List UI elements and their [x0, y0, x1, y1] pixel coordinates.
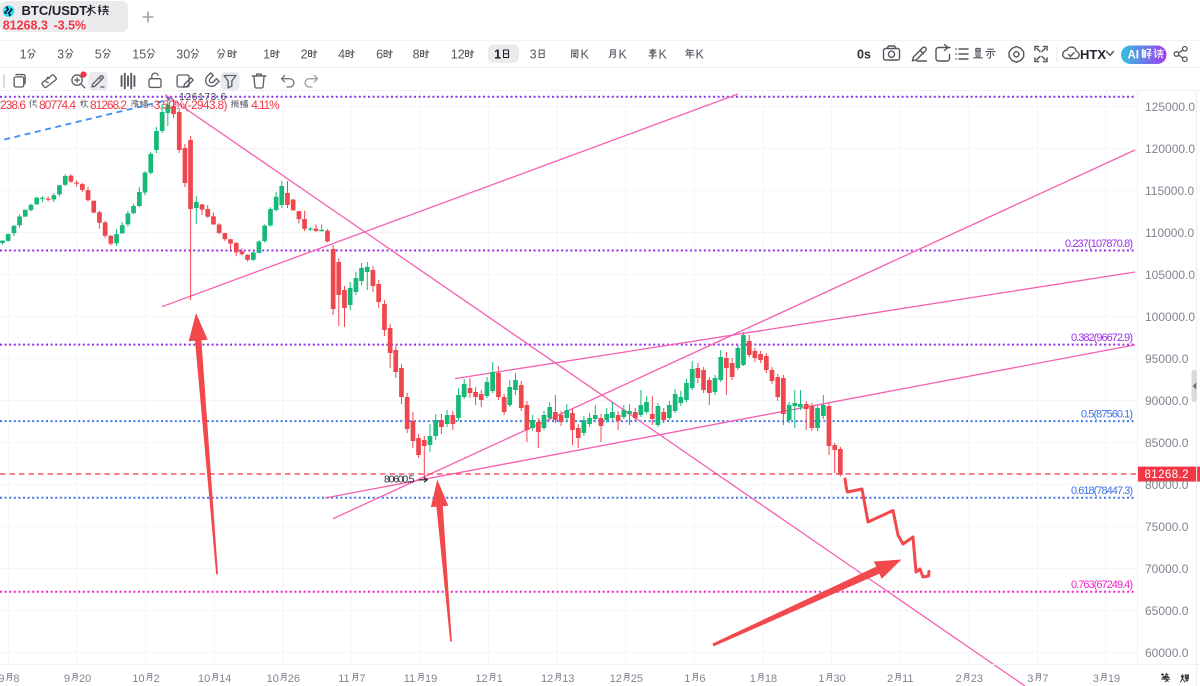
svg-text:5: 5: [95, 48, 102, 62]
svg-text:11: 11: [902, 673, 913, 685]
svg-text:18: 18: [765, 673, 777, 685]
svg-text:11: 11: [338, 673, 349, 685]
svg-text:95000.0: 95000.0: [1145, 352, 1189, 366]
svg-text:11: 11: [404, 673, 415, 685]
svg-text:70000.0: 70000.0: [1145, 562, 1189, 576]
svg-text:1: 1: [818, 673, 824, 685]
svg-text:1: 1: [750, 673, 756, 685]
svg-text:1: 1: [497, 673, 503, 685]
svg-text:2: 2: [154, 673, 160, 685]
svg-text:4: 4: [338, 48, 345, 62]
svg-text:3: 3: [57, 48, 64, 62]
svg-text:9: 9: [0, 673, 4, 685]
svg-text:K: K: [581, 48, 590, 62]
svg-text:81268.3: 81268.3: [3, 19, 48, 33]
svg-text:1: 1: [684, 673, 690, 685]
svg-text:10: 10: [267, 673, 279, 685]
svg-text:← 126173.6: ← 126173.6: [165, 92, 226, 103]
svg-text:HTX: HTX: [1080, 47, 1106, 62]
svg-text:2: 2: [887, 673, 893, 685]
svg-text:12: 12: [610, 673, 622, 685]
svg-text:0.763(67249.4): 0.763(67249.4): [1071, 579, 1133, 591]
svg-text:14: 14: [219, 673, 231, 685]
svg-text:0.237(107870.8): 0.237(107870.8): [1065, 238, 1133, 250]
svg-text:19: 19: [425, 673, 437, 685]
svg-text:81268.2: 81268.2: [90, 98, 127, 112]
svg-text:9: 9: [64, 673, 70, 685]
svg-text:125000.0: 125000.0: [1145, 100, 1195, 114]
svg-text:13: 13: [562, 673, 574, 685]
svg-text:80600.5: 80600.5: [384, 474, 415, 486]
svg-text:19: 19: [1108, 673, 1120, 685]
svg-text:6: 6: [699, 673, 705, 685]
svg-text:25: 25: [631, 673, 643, 685]
svg-text:6: 6: [376, 48, 383, 62]
svg-text:60000.0: 60000.0: [1145, 646, 1189, 660]
svg-text:75000.0: 75000.0: [1145, 520, 1189, 534]
svg-text:80000.0: 80000.0: [1145, 478, 1189, 492]
svg-text:0.5(87560.1): 0.5(87560.1): [1081, 409, 1133, 421]
svg-text:7: 7: [1042, 673, 1048, 685]
svg-text:K: K: [619, 48, 628, 62]
svg-text:3: 3: [1093, 673, 1099, 685]
svg-text:65000.0: 65000.0: [1145, 604, 1189, 618]
svg-text:30: 30: [176, 48, 190, 62]
svg-text:K: K: [696, 48, 705, 62]
svg-text:0.618(78447.3): 0.618(78447.3): [1071, 485, 1133, 497]
svg-text:10: 10: [198, 673, 210, 685]
svg-text:12: 12: [451, 48, 465, 62]
svg-text:105000.0: 105000.0: [1145, 268, 1195, 282]
svg-text:BTC/USDT: BTC/USDT: [22, 3, 88, 18]
svg-text:-3.50%(-2943.8): -3.50%(-2943.8): [151, 98, 228, 112]
svg-text:0.382(96672.9): 0.382(96672.9): [1071, 332, 1133, 344]
svg-text:12: 12: [475, 673, 487, 685]
svg-text:80774.4: 80774.4: [39, 98, 76, 112]
svg-text:10: 10: [132, 673, 144, 685]
svg-text:K: K: [659, 48, 668, 62]
svg-text:3: 3: [1027, 673, 1033, 685]
svg-text:85000.0: 85000.0: [1145, 436, 1189, 450]
svg-text:30: 30: [834, 673, 846, 685]
svg-text:90000.0: 90000.0: [1145, 394, 1189, 408]
svg-text:1: 1: [20, 48, 27, 62]
svg-text:15: 15: [132, 48, 146, 62]
svg-text:8: 8: [413, 48, 420, 62]
svg-text:120000.0: 120000.0: [1145, 142, 1195, 156]
svg-text:20: 20: [79, 673, 91, 685]
svg-text:2: 2: [956, 673, 962, 685]
svg-text:3: 3: [530, 48, 537, 62]
svg-text:12: 12: [541, 673, 553, 685]
svg-text:8: 8: [13, 673, 19, 685]
svg-text:1: 1: [263, 48, 270, 62]
svg-text:2: 2: [301, 48, 308, 62]
svg-text:-3.5%: -3.5%: [54, 19, 87, 33]
svg-text:4.11%: 4.11%: [251, 98, 280, 112]
svg-text:AI: AI: [1128, 50, 1140, 62]
svg-text:1: 1: [494, 48, 501, 62]
svg-text:81268.2: 81268.2: [1145, 469, 1189, 481]
svg-text:115000.0: 115000.0: [1145, 184, 1194, 198]
svg-text:26: 26: [288, 673, 300, 685]
svg-text:238.6: 238.6: [0, 98, 26, 112]
svg-text:23: 23: [971, 673, 983, 685]
svg-text:110000.0: 110000.0: [1145, 226, 1194, 240]
svg-text:7: 7: [359, 673, 365, 685]
svg-text:100000.0: 100000.0: [1145, 310, 1195, 324]
svg-text:0s: 0s: [857, 48, 871, 62]
